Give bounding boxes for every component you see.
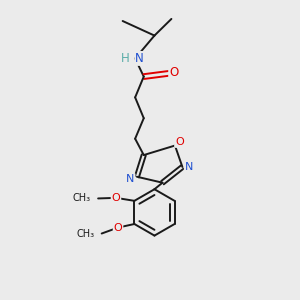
- Text: N: N: [185, 162, 193, 172]
- Text: O: O: [112, 193, 120, 203]
- Text: H: H: [121, 52, 130, 65]
- Text: CH₃: CH₃: [76, 229, 94, 238]
- Text: O: O: [175, 137, 184, 147]
- Text: N: N: [126, 174, 135, 184]
- Text: N: N: [135, 52, 144, 65]
- Text: O: O: [169, 66, 178, 79]
- Text: CH₃: CH₃: [73, 194, 91, 203]
- Text: O: O: [114, 223, 122, 232]
